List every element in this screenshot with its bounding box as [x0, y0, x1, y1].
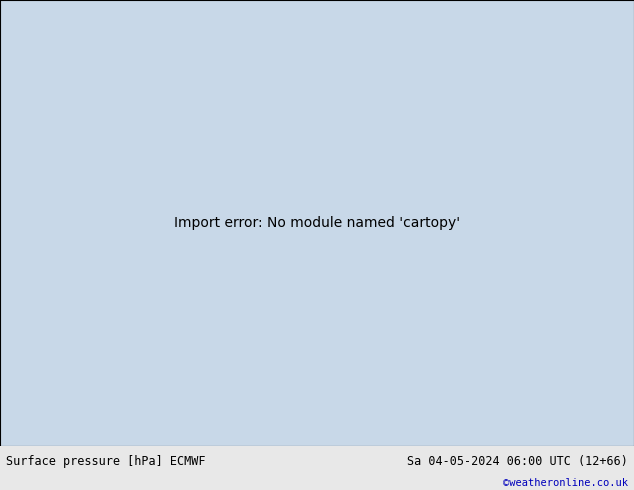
Text: Import error: No module named 'cartopy': Import error: No module named 'cartopy' — [174, 216, 460, 230]
Text: Sa 04-05-2024 06:00 UTC (12+66): Sa 04-05-2024 06:00 UTC (12+66) — [407, 455, 628, 468]
Text: ©weatheronline.co.uk: ©weatheronline.co.uk — [503, 478, 628, 489]
Text: Surface pressure [hPa] ECMWF: Surface pressure [hPa] ECMWF — [6, 455, 206, 468]
